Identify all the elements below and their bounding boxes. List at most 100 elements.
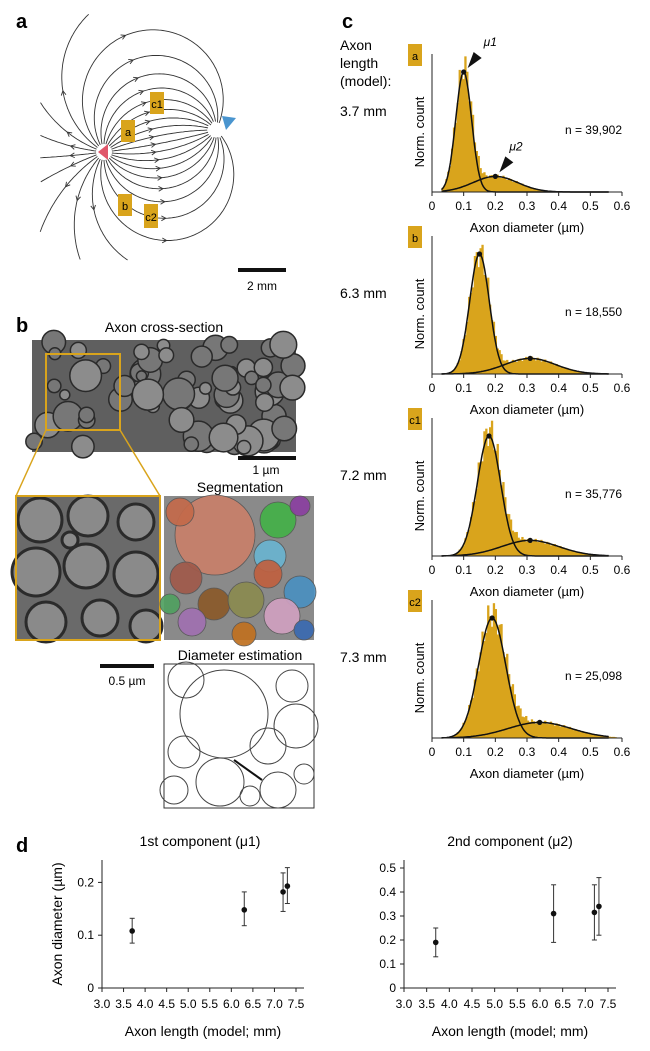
histogram-bar xyxy=(536,189,539,192)
svg-text:b: b xyxy=(122,201,128,213)
histogram-bar xyxy=(525,716,528,738)
histogram-bar xyxy=(553,365,556,374)
histogram-bar xyxy=(475,150,478,192)
axon-profile xyxy=(69,359,103,393)
histogram-bar xyxy=(513,360,516,374)
segmented-axon xyxy=(177,607,207,637)
histogram-bar xyxy=(561,725,564,738)
histogram-bar xyxy=(470,101,473,192)
streamline-arrow xyxy=(160,199,166,205)
em-cross-section-image xyxy=(25,329,306,459)
streamline-arrow xyxy=(150,149,157,156)
y-axis-label: Norm. count xyxy=(412,96,427,167)
y-tick-label: 0.3 xyxy=(379,909,396,923)
axon-profile xyxy=(255,376,272,394)
histogram-bar xyxy=(536,721,539,738)
histogram-bar xyxy=(584,732,587,738)
axon-profile xyxy=(69,341,88,360)
histogram-bar xyxy=(528,722,532,738)
histogram-tag: b xyxy=(412,233,418,245)
segmented-axon xyxy=(231,621,257,647)
histogram-bar xyxy=(574,729,577,738)
x-tick-label: 0.2 xyxy=(487,199,504,213)
histogram-bar xyxy=(576,552,579,556)
histogram-bar xyxy=(570,728,573,738)
histogram-bar xyxy=(540,723,543,738)
histogram-bar xyxy=(464,335,467,374)
histogram-bar xyxy=(492,321,496,374)
axon-profile xyxy=(269,330,298,359)
axon-profile xyxy=(211,364,239,392)
x-tick-label: 0.1 xyxy=(455,381,472,395)
segmented-axon xyxy=(289,495,311,517)
x-tick-label: 0.2 xyxy=(487,563,504,577)
histogram-bar xyxy=(466,71,469,192)
histogram-bar xyxy=(530,542,534,556)
panel-b-label: b xyxy=(16,315,28,337)
histogram-bar xyxy=(580,371,583,374)
segmented-axon xyxy=(293,619,315,641)
histogram-bar xyxy=(466,716,469,738)
histogram-bar xyxy=(487,277,490,374)
histogram-bar xyxy=(473,501,477,556)
x-tick-label: 5.5 xyxy=(509,997,526,1011)
streamline xyxy=(111,133,209,155)
histogram-bar xyxy=(464,721,467,738)
histogram-bar xyxy=(580,553,583,556)
histogram-bar xyxy=(549,361,553,374)
histogram-bar xyxy=(498,350,501,374)
histogram-bar xyxy=(563,367,566,374)
histogram-bar xyxy=(574,370,577,374)
histogram-bar xyxy=(513,694,516,738)
histogram-bar xyxy=(599,735,602,738)
zoom-box xyxy=(45,353,121,431)
histogram-bar xyxy=(483,431,486,556)
histogram-bar xyxy=(608,736,611,738)
histogram-bar xyxy=(494,609,497,738)
histogram-bar xyxy=(523,185,526,192)
x-tick-label: 3.0 xyxy=(94,997,111,1011)
fitted-circle xyxy=(249,727,287,765)
histogram-bar xyxy=(454,366,458,374)
histogram-bar xyxy=(574,552,577,556)
mu2-marker xyxy=(492,173,498,179)
streamline xyxy=(108,136,215,179)
y-tick-label: 0.1 xyxy=(379,957,396,971)
histogram-bar xyxy=(462,545,465,556)
zoomed-em-image xyxy=(10,494,164,644)
histogram-bar xyxy=(517,358,520,374)
sample-size-label: n = 39,902 xyxy=(565,123,622,137)
mu1-marker xyxy=(489,615,495,621)
y-tick-label: 0.1 xyxy=(77,928,94,942)
histogram-bar xyxy=(527,538,530,556)
histogram-bar xyxy=(528,187,532,192)
histogram-bar xyxy=(601,735,604,738)
x-tick-label: 4.5 xyxy=(464,997,481,1011)
histogram-bar xyxy=(530,188,534,192)
histogram-bar xyxy=(506,179,509,192)
x-tick-label: 0.5 xyxy=(582,381,599,395)
histogram-bar xyxy=(500,624,503,738)
mu1-marker xyxy=(486,433,492,439)
streamline-arrow xyxy=(157,175,163,181)
histogram-bar xyxy=(538,720,541,738)
histogram-bar xyxy=(443,185,446,192)
histogram-bar xyxy=(464,56,467,193)
histogram-bar xyxy=(456,732,459,738)
histogram-bar xyxy=(502,652,505,738)
histogram-bar xyxy=(489,304,492,374)
streamline-field xyxy=(39,13,235,261)
axon-profile xyxy=(25,432,43,451)
histogram-bar xyxy=(546,723,549,738)
histogram-bar xyxy=(452,370,456,374)
x-axis-label: Axon diameter (µm) xyxy=(470,402,584,417)
y-tick-label: 0.2 xyxy=(77,875,94,889)
histogram-bar xyxy=(578,731,581,738)
mu2-marker xyxy=(527,537,533,544)
histogram-bar xyxy=(458,731,461,738)
segmented-axon xyxy=(169,561,203,595)
histogram-bar xyxy=(534,538,537,556)
histogram-bar xyxy=(523,539,526,556)
segmented-axon xyxy=(227,581,265,619)
streamline xyxy=(111,129,208,150)
